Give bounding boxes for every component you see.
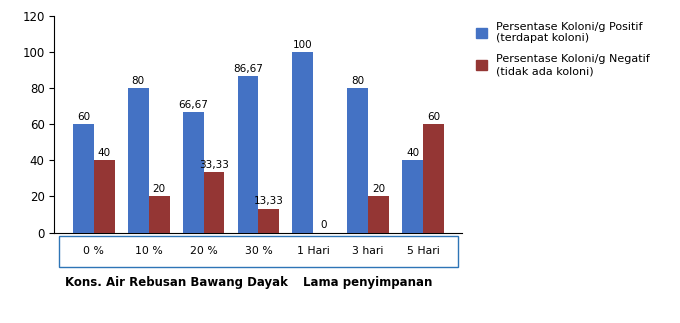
Text: 0 %: 0 % bbox=[84, 246, 104, 256]
Text: 33,33: 33,33 bbox=[199, 160, 229, 170]
Bar bbox=[237, 76, 258, 233]
Text: 60: 60 bbox=[427, 112, 440, 122]
Legend: Persentase Koloni/g Positif
(terdapat koloni), Persentase Koloni/g Negatif
(tida: Persentase Koloni/g Positif (terdapat ko… bbox=[476, 22, 650, 76]
Bar bbox=[402, 161, 423, 233]
Bar bbox=[423, 124, 444, 233]
Text: Kons. Air Rebusan Bawang Dayak: Kons. Air Rebusan Bawang Dayak bbox=[65, 276, 288, 289]
Text: 5 Hari: 5 Hari bbox=[407, 246, 439, 256]
Bar bbox=[59, 236, 458, 267]
Text: 86,67: 86,67 bbox=[233, 64, 263, 74]
Text: 80: 80 bbox=[132, 76, 145, 86]
Text: 100: 100 bbox=[293, 40, 313, 50]
Text: 20: 20 bbox=[152, 184, 166, 194]
Bar bbox=[73, 124, 94, 233]
Text: 20: 20 bbox=[372, 184, 385, 194]
Bar bbox=[128, 88, 149, 233]
Text: 0: 0 bbox=[320, 220, 327, 230]
Bar bbox=[292, 52, 313, 233]
Text: 40: 40 bbox=[406, 148, 419, 158]
Bar bbox=[368, 196, 389, 233]
Text: 13,33: 13,33 bbox=[254, 196, 284, 206]
Text: 40: 40 bbox=[98, 148, 111, 158]
Bar bbox=[258, 209, 279, 233]
Text: 3 hari: 3 hari bbox=[352, 246, 384, 256]
Bar bbox=[347, 88, 368, 233]
Text: 80: 80 bbox=[351, 76, 364, 86]
Text: 30 %: 30 % bbox=[245, 246, 272, 256]
Text: Lama penyimpanan: Lama penyimpanan bbox=[303, 276, 433, 289]
Text: 60: 60 bbox=[77, 112, 90, 122]
Text: 20 %: 20 % bbox=[190, 246, 218, 256]
Bar bbox=[183, 112, 203, 233]
Bar bbox=[203, 172, 224, 233]
Text: 66,67: 66,67 bbox=[178, 100, 208, 110]
Bar bbox=[149, 196, 169, 233]
Text: 1 Hari: 1 Hari bbox=[297, 246, 330, 256]
Bar bbox=[94, 161, 115, 233]
Text: 10 %: 10 % bbox=[135, 246, 163, 256]
